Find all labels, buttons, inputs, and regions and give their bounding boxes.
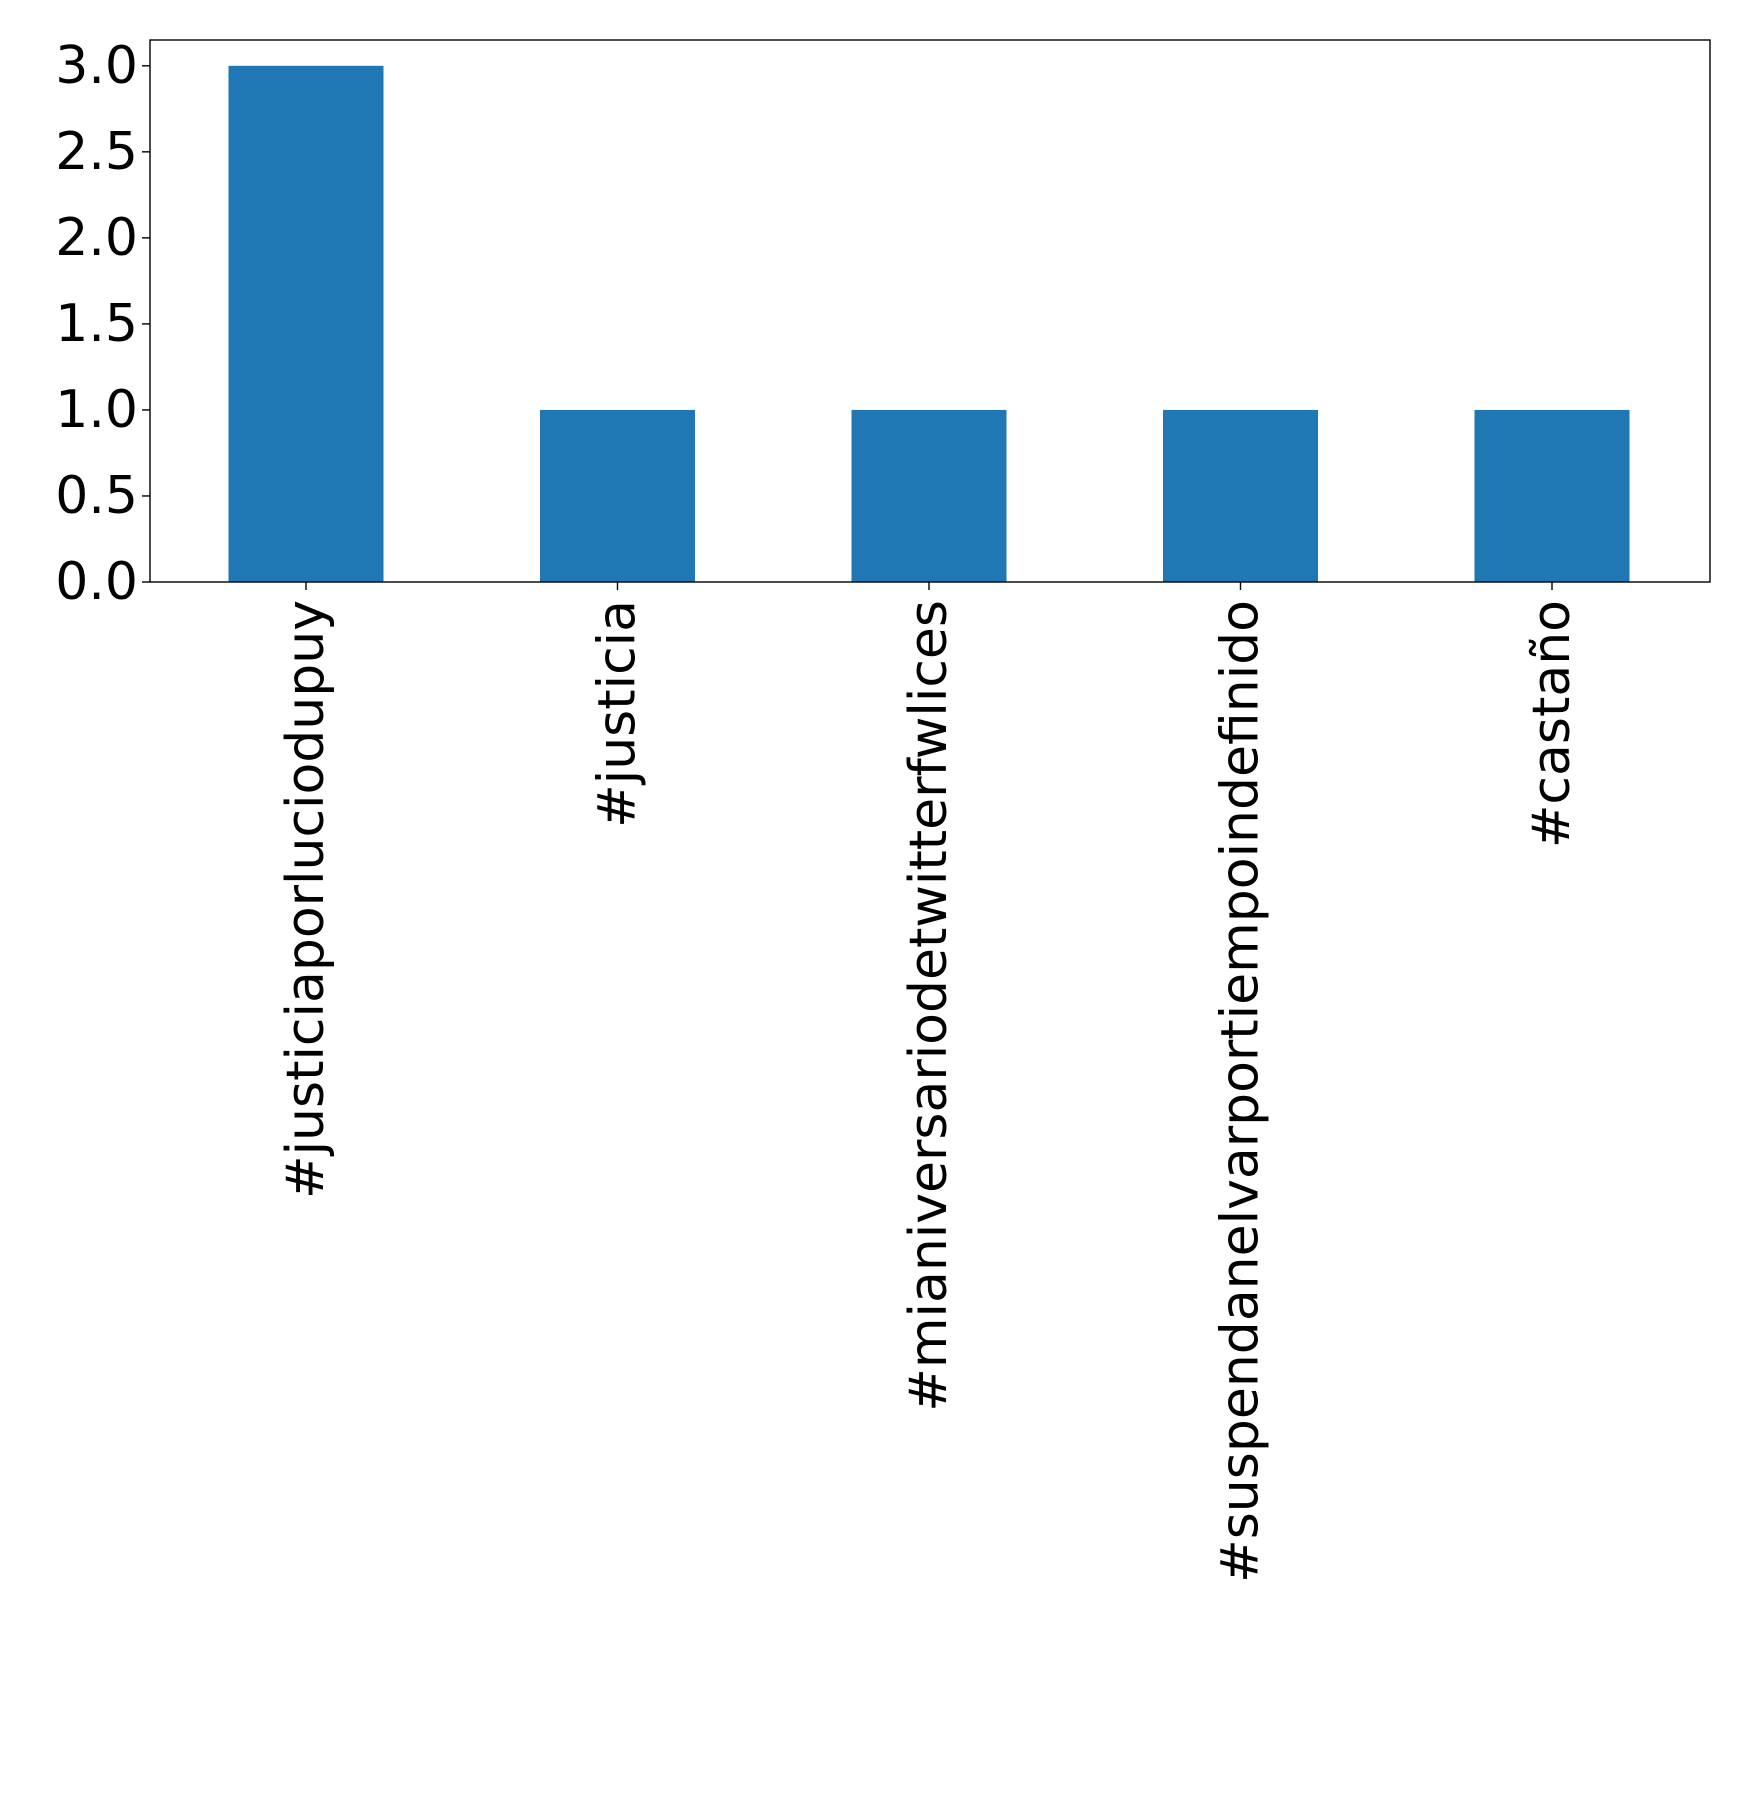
x-tick-label-4: #castaño <box>1522 600 1582 848</box>
bars-layer <box>228 65 1630 583</box>
y-tick-label-2: 1.0 <box>55 380 138 440</box>
x-tick-label-0: #justiciaporluciodupuy <box>276 600 336 1199</box>
x-tick-label-1: #justicia <box>588 600 648 828</box>
y-tick-label-5: 2.5 <box>55 122 138 182</box>
y-tick-label-1: 0.5 <box>55 466 138 526</box>
bar-1 <box>540 409 695 582</box>
bar-3 <box>1163 409 1318 582</box>
x-tick-label-2: #mianiversariodetwitterfwlices <box>899 600 959 1412</box>
plot-area-frame <box>149 39 1711 583</box>
x-axis: #justiciaporluciodupuy #justicia #mianiver… <box>276 582 1582 1583</box>
bar-2 <box>851 409 1007 582</box>
y-tick-label-0: 0.0 <box>55 552 138 612</box>
y-tick-label-6: 3.0 <box>55 36 138 96</box>
x-tick-label-3: #suspendanelvarportiempoindefinido <box>1211 600 1271 1583</box>
bar-0 <box>228 65 384 583</box>
y-tick-label-3: 1.5 <box>55 294 138 354</box>
y-tick-label-4: 2.0 <box>55 208 138 268</box>
bar-4 <box>1474 409 1630 582</box>
y-axis: 0.0 0.5 1.0 1.5 2.0 2.5 3.0 <box>55 36 150 612</box>
